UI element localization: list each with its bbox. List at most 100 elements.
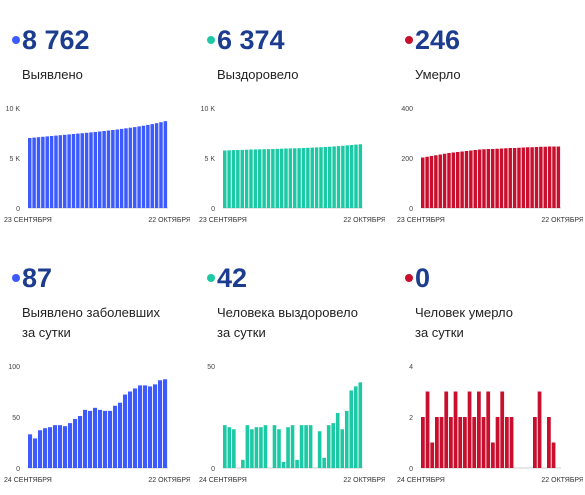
total-deaths-value: 246: [415, 25, 461, 55]
bar: [293, 148, 297, 208]
bar: [223, 150, 227, 208]
bar: [236, 150, 240, 208]
bar: [508, 148, 512, 208]
panel-daily-deaths: 0 Человек умерло за сутки: [405, 263, 585, 478]
bar: [543, 146, 547, 208]
bar: [456, 152, 460, 208]
bar: [451, 152, 456, 208]
y-tick-label: 5 K: [9, 156, 20, 163]
bar: [272, 425, 277, 468]
bar: [48, 427, 53, 468]
bar: [442, 153, 447, 208]
x-end-label: 22 ОКТЯБРЯ: [541, 477, 583, 484]
bar: [286, 427, 290, 468]
bar: [304, 425, 308, 468]
bar: [80, 133, 84, 208]
bar: [467, 391, 472, 468]
bar: [262, 149, 266, 208]
bar: [349, 145, 354, 208]
bar: [115, 129, 119, 208]
bar: [444, 391, 449, 468]
bar: [322, 457, 326, 468]
bar: [306, 147, 310, 208]
chart-total-recovered: 0 5 K 10 K 23 СЕНТЯБРЯ 22 ОКТЯБРЯ: [199, 106, 385, 224]
bar: [36, 137, 41, 208]
bar: [84, 132, 89, 208]
total-deaths-label: Умерло: [415, 67, 461, 82]
bar: [534, 147, 539, 208]
bar: [288, 148, 293, 208]
x-start-label: 24 СЕНТЯБРЯ: [397, 477, 445, 484]
bar: [341, 145, 345, 208]
bar: [98, 131, 102, 208]
bar: [63, 426, 68, 468]
bar: [331, 423, 336, 468]
bar: [137, 126, 141, 208]
bar: [336, 146, 341, 208]
bar: [460, 151, 464, 208]
total-recovered-label: Выздоровело: [217, 67, 299, 82]
bar: [53, 425, 58, 468]
bar: [249, 149, 253, 208]
y-tick-label: 2: [409, 415, 413, 422]
y-tick-label: 0: [409, 466, 413, 473]
bar: [150, 124, 154, 208]
panel-daily-cases: 87 Выявлено заболевших за сутки: [12, 263, 202, 478]
bar: [421, 417, 425, 468]
bar: [491, 149, 495, 208]
bar: [58, 135, 63, 208]
y-tick-label: 10 K: [201, 106, 216, 113]
x-end-label: 22 ОКТЯБРЯ: [541, 217, 583, 224]
bar: [28, 434, 33, 468]
legend-dot: [12, 36, 20, 44]
x-start-label: 23 СЕНТЯБРЯ: [4, 217, 52, 224]
bar: [447, 153, 451, 208]
y-tick-label: 0: [211, 206, 215, 213]
bar: [301, 148, 306, 208]
bar: [118, 402, 123, 468]
bar: [231, 150, 236, 208]
bar: [43, 428, 48, 468]
daily-recovered-value: 42: [217, 263, 248, 293]
chart-daily-deaths: 0 2 4 24 СЕНТЯБРЯ 22 ОКТЯБРЯ: [397, 364, 583, 484]
bar: [103, 410, 108, 468]
legend-dot: [207, 274, 215, 282]
x-start-label: 23 СЕНТЯБРЯ: [199, 217, 247, 224]
bar: [223, 425, 227, 468]
bar: [504, 148, 508, 208]
bar: [345, 145, 349, 208]
bar: [148, 386, 153, 468]
bar: [547, 146, 552, 208]
bar: [49, 136, 54, 208]
bar: [539, 146, 543, 208]
bar: [449, 417, 453, 468]
bar: [340, 429, 345, 468]
bar: [491, 442, 495, 468]
bar: [227, 150, 231, 208]
bar: [128, 391, 133, 468]
y-tick-label: 100: [8, 364, 20, 371]
bar: [240, 149, 244, 208]
x-start-label: 24 СЕНТЯБРЯ: [4, 477, 52, 484]
panel-total-cases: 8 762 Выявлено: [12, 25, 202, 235]
bar: [500, 391, 505, 468]
bar: [158, 380, 163, 468]
bar: [517, 147, 521, 208]
bar: [133, 127, 137, 208]
bar: [526, 147, 530, 208]
bar: [425, 156, 429, 208]
total-cases-label: Выявлено: [22, 67, 83, 82]
bar: [473, 150, 477, 208]
bar: [146, 124, 150, 208]
bar: [509, 417, 514, 468]
bar: [108, 410, 113, 468]
x-end-label: 22 ОКТЯБРЯ: [148, 217, 190, 224]
bar: [434, 155, 438, 208]
bar: [28, 138, 32, 208]
bar: [421, 157, 425, 208]
bar: [124, 128, 128, 208]
y-tick-label: 0: [16, 206, 20, 213]
bar: [54, 135, 58, 208]
bar: [258, 149, 262, 208]
bar: [67, 134, 71, 208]
